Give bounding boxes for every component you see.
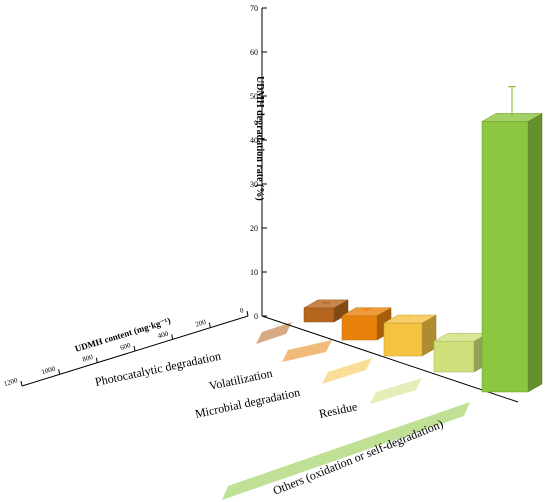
- x-tick-label: 1000: [41, 364, 57, 376]
- x-tick-label: 800: [82, 353, 95, 364]
- y-tick-label: 40: [250, 136, 258, 145]
- x-tick-label: 600: [119, 341, 132, 352]
- x-tick-label: 1200: [3, 376, 19, 388]
- x-tick-label: 200: [195, 318, 208, 329]
- bar: [383, 322, 423, 357]
- y-tick-label: 10: [250, 268, 258, 277]
- bar: [481, 121, 529, 393]
- y-tick-label: 70: [250, 4, 258, 13]
- x-tick-mark: [20, 380, 23, 387]
- x-tick-label: 0: [239, 306, 245, 315]
- y-tick-label: 0: [254, 312, 258, 321]
- labels: 0 10 20 30 40 50 60 70 UDMH degradation rate (%)…: [3, 4, 445, 498]
- x-tick-label: 400: [157, 329, 170, 340]
- y-tick-label: 20: [250, 224, 258, 233]
- floor-ribbon: [322, 358, 372, 384]
- y-tick-label: 30: [250, 180, 258, 189]
- floor-ribbon: [370, 378, 422, 404]
- x-tick-mark: [208, 322, 211, 328]
- category-label: Residue: [318, 399, 359, 421]
- x-tick-mark: [246, 310, 249, 317]
- category-label: Photocatalytic degradation: [94, 349, 222, 389]
- floor-ribbon: [256, 322, 292, 344]
- y-tick-label: 50: [250, 92, 258, 101]
- bar: [433, 340, 475, 373]
- bar-side: [527, 112, 543, 393]
- floor-ribbons: [222, 322, 470, 500]
- x-tick-mark: [58, 369, 61, 375]
- x-tick-mark: [95, 357, 98, 363]
- category-label: Volatilization: [208, 366, 274, 393]
- bar: [341, 315, 378, 341]
- y-axis-title: UDMH degradation rate (%): [254, 76, 265, 201]
- x-tick-mark: [171, 334, 174, 340]
- floor-ribbon: [282, 340, 332, 362]
- y-tick-label: 60: [250, 48, 258, 57]
- bar: [303, 307, 335, 323]
- floor-ribbon: [222, 402, 470, 500]
- axes: [20, 7, 519, 403]
- bars: [303, 85, 543, 393]
- x-tick-mark: [133, 345, 136, 352]
- base-axis-line: [261, 315, 519, 403]
- category-label: Others (oxidation or self-degradation): [271, 417, 445, 498]
